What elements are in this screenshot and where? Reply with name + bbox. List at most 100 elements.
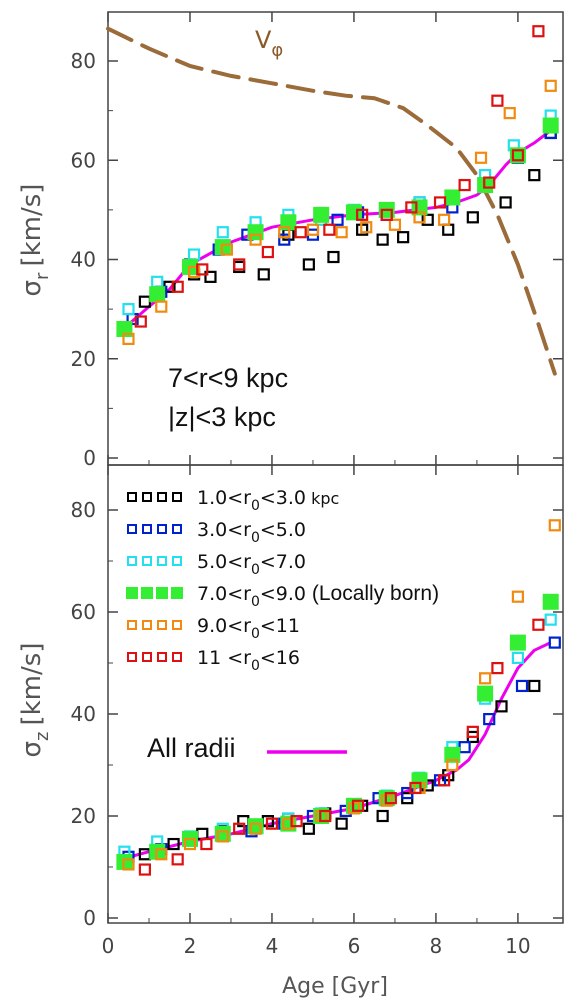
sigma-z-axis-label: σz[km/s] xyxy=(17,643,53,758)
sigma-r-data-points xyxy=(116,25,559,345)
data-point-s6 xyxy=(356,208,369,221)
data-point-s1 xyxy=(466,211,479,224)
data-point-s6 xyxy=(433,196,447,209)
data-point-s3 xyxy=(511,651,525,665)
data-point-s5 xyxy=(479,672,492,685)
legend-marker-s1 xyxy=(127,492,137,502)
data-point-s4 xyxy=(444,189,461,206)
data-point-s6 xyxy=(171,280,184,293)
sigma-z-ytick-label: 60 xyxy=(71,600,96,624)
data-point-s6 xyxy=(384,792,397,805)
legend-marker-s1 xyxy=(142,492,152,502)
data-point-s1 xyxy=(421,213,434,226)
data-point-s6 xyxy=(458,178,471,192)
data-point-s1 xyxy=(302,822,315,835)
data-point-s4 xyxy=(345,204,362,221)
data-point-s6 xyxy=(532,25,545,38)
data-point-s2 xyxy=(515,679,529,693)
data-point-s6 xyxy=(196,263,209,276)
sigma-z-data-points xyxy=(116,519,561,876)
data-point-s1 xyxy=(528,169,541,182)
data-point-s1 xyxy=(327,250,340,264)
legend-marker-s4 xyxy=(156,587,168,599)
x-axis-label: Age [Gyr] xyxy=(282,974,388,999)
data-point-s5 xyxy=(474,151,488,164)
legend-label-s4: 7.0<r0<9.0 (Locally born) xyxy=(197,582,439,610)
legend-label-s1: 1.0<r0<3.0 kpc xyxy=(197,487,339,514)
legend-label-s6: 11 <r0<16 xyxy=(197,647,300,674)
data-point-s5 xyxy=(122,332,135,345)
all-radii-label: All radii xyxy=(147,733,236,763)
data-point-s6 xyxy=(233,822,246,835)
legend-marker-s5 xyxy=(142,620,152,630)
legend-marker-s6 xyxy=(127,652,137,662)
data-point-s6 xyxy=(319,809,332,823)
sigma-z-ytick-label: 40 xyxy=(71,702,96,726)
vphi-dashed-line xyxy=(106,26,557,376)
data-point-s1 xyxy=(257,268,270,281)
data-point-s6 xyxy=(290,814,303,828)
data-point-s5 xyxy=(187,265,201,279)
sigma-z-ytick-label: 0 xyxy=(83,906,96,930)
data-point-s2 xyxy=(331,213,344,226)
data-point-s5 xyxy=(335,226,348,239)
data-point-s1 xyxy=(528,679,541,693)
data-point-s6 xyxy=(483,176,496,189)
sigma-z-panel: 0 20 40 60 80 0 2 4 6 8 10 1.0<r0<3.0 kpc 3.0<r0<5.… xyxy=(17,464,564,958)
data-point-s3 xyxy=(187,248,201,261)
legend-marker-s3 xyxy=(127,556,137,566)
data-point-s1 xyxy=(397,231,410,244)
legend-marker-s2 xyxy=(157,524,167,534)
data-point-s6 xyxy=(261,245,274,259)
legend-label-s5: 9.0<r0<11 xyxy=(197,615,300,642)
data-point-s5 xyxy=(306,223,320,236)
data-point-s4 xyxy=(542,593,559,610)
legend: 1.0<r0<3.0 kpc 3.0<r0<5.0 5.0<r0<7.0 7.0<r0… xyxy=(126,487,439,674)
sigma-z-plot-frame xyxy=(107,464,564,924)
data-point-s5 xyxy=(544,79,557,92)
vphi-curve xyxy=(106,26,557,376)
data-point-s3 xyxy=(544,613,557,626)
sigma-r-ytick-label: 40 xyxy=(71,248,96,272)
sigma-r-ytick-label: 60 xyxy=(71,148,96,172)
data-point-s1 xyxy=(499,196,512,209)
data-point-s6 xyxy=(380,208,393,221)
data-point-s1 xyxy=(167,837,180,851)
legend-marker-s6 xyxy=(142,652,152,662)
data-point-s5 xyxy=(360,221,373,234)
data-point-s5 xyxy=(220,243,233,256)
data-point-s5 xyxy=(446,758,459,772)
data-point-s3 xyxy=(122,303,135,316)
legend-marker-s6 xyxy=(172,652,182,662)
data-point-s6 xyxy=(134,315,147,328)
sigma-z-ytick-label: 80 xyxy=(71,498,96,522)
sigma-z-ticks: 0 20 40 60 80 0 2 4 6 8 10 xyxy=(71,465,563,958)
data-point-s1 xyxy=(376,233,389,246)
data-point-s5 xyxy=(548,519,561,532)
data-point-s5 xyxy=(216,830,229,843)
data-point-s5 xyxy=(511,590,525,603)
data-point-s1 xyxy=(442,223,455,236)
legend-marker-s5 xyxy=(172,620,182,630)
data-point-s6 xyxy=(466,725,479,738)
sigma-r-ytick-label: 20 xyxy=(71,347,96,371)
data-point-s2 xyxy=(548,636,561,649)
legend-marker-s2 xyxy=(172,524,182,534)
data-point-s5 xyxy=(155,300,168,313)
data-point-s5 xyxy=(413,211,426,224)
sigma-r-axis-label: σr[km/s] xyxy=(17,184,53,297)
data-point-s2 xyxy=(278,233,291,246)
data-point-s4 xyxy=(149,286,166,303)
legend-marker-s3 xyxy=(157,556,167,566)
legend-marker-s5 xyxy=(157,620,167,630)
xtick-label: 6 xyxy=(348,934,361,958)
data-point-s6 xyxy=(323,223,336,236)
legend-marker-s3 xyxy=(172,556,182,566)
xtick-label: 10 xyxy=(505,934,530,958)
legend-marker-s6 xyxy=(157,652,167,662)
data-point-s1 xyxy=(376,809,389,823)
sigma-z-ytick-label: 20 xyxy=(71,804,96,828)
data-point-s1 xyxy=(302,258,315,271)
data-point-s6 xyxy=(200,837,213,851)
data-point-s5 xyxy=(183,837,197,851)
